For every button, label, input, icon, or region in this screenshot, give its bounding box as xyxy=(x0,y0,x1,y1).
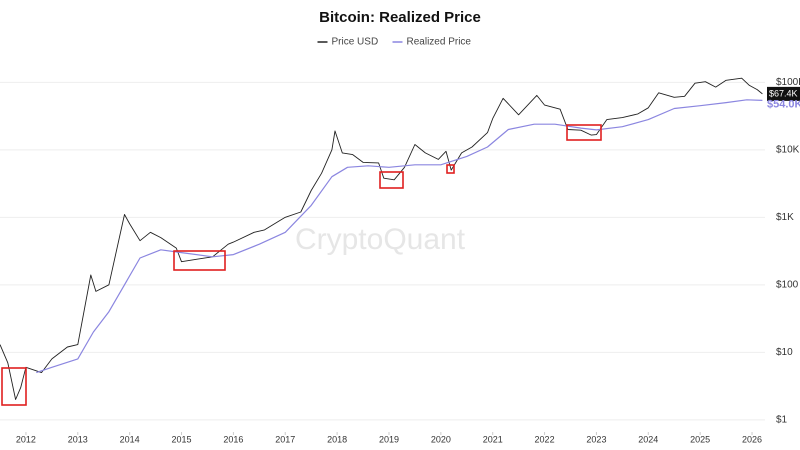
y-tick-label: $100 xyxy=(776,279,799,290)
end-label-box xyxy=(767,86,800,101)
series-line xyxy=(0,77,763,400)
end-label: $67.4K xyxy=(769,88,798,98)
x-tick-label: 2025 xyxy=(690,434,710,444)
highlight-box xyxy=(379,171,404,189)
end-label: $54.0K xyxy=(767,98,800,110)
legend-label: Realized Price xyxy=(407,37,472,48)
x-tick-label: 2021 xyxy=(483,434,503,444)
x-tick-label: 2024 xyxy=(638,434,658,444)
x-tick-label: 2023 xyxy=(586,434,606,444)
legend: Price USD Realized Price xyxy=(317,37,472,48)
grid xyxy=(0,81,765,421)
y-tick-label: $10 xyxy=(776,347,793,358)
y-tick-label: $1 xyxy=(776,414,788,425)
highlight-box xyxy=(446,164,455,174)
y-tick-label: $10K xyxy=(776,144,800,155)
x-tick-label: 2019 xyxy=(379,434,399,444)
plot-area xyxy=(0,77,763,400)
x-tick-label: 2013 xyxy=(68,434,88,444)
x-tick-label: 2014 xyxy=(120,434,140,444)
highlight-box xyxy=(1,367,27,406)
legend-label: Price USD xyxy=(332,37,379,48)
y-tick-label: $100K xyxy=(776,77,800,88)
x-tick-label: 2017 xyxy=(275,434,295,444)
x-tick-label: 2020 xyxy=(431,434,451,444)
chart-title: Bitcoin: Realized Price xyxy=(319,9,481,26)
y-tick-label: $1K xyxy=(776,212,794,223)
x-tick-label: 2015 xyxy=(172,434,192,444)
highlight-boxes xyxy=(1,124,602,406)
highlight-box xyxy=(566,124,602,141)
axes: $1 $10 $100 $1K $10K $100K 2012 2013 2014 2015 201… xyxy=(16,77,800,444)
watermark: CryptoQuant xyxy=(295,223,466,256)
x-tick-label: 2016 xyxy=(223,434,243,444)
x-tick-label: 2026 xyxy=(742,434,762,444)
series-line xyxy=(36,99,763,374)
x-tick-label: 2022 xyxy=(535,434,555,444)
highlight-box xyxy=(173,250,226,271)
x-tick-label: 2012 xyxy=(16,434,36,444)
x-tick-label: 2018 xyxy=(327,434,347,444)
